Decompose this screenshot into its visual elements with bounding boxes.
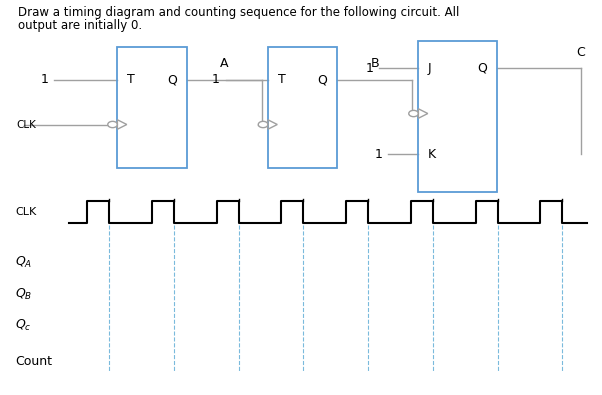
Text: Q: Q: [167, 73, 177, 87]
Text: Q: Q: [318, 73, 327, 87]
Text: $Q_B$: $Q_B$: [15, 287, 33, 302]
Text: Q: Q: [477, 62, 487, 75]
Circle shape: [409, 110, 418, 117]
Bar: [268, 47, 337, 168]
Text: $Q_c$: $Q_c$: [15, 318, 31, 333]
Text: Count: Count: [15, 355, 52, 368]
Bar: [117, 47, 187, 168]
Bar: [418, 41, 497, 192]
Text: C: C: [577, 45, 585, 58]
Circle shape: [108, 121, 117, 128]
Text: $Q_A$: $Q_A$: [15, 255, 33, 270]
Text: 1: 1: [212, 73, 220, 87]
Text: Draw a timing diagram and counting sequence for the following circuit. All: Draw a timing diagram and counting seque…: [18, 6, 459, 19]
Text: T: T: [127, 73, 135, 87]
Text: B: B: [370, 57, 379, 70]
Circle shape: [258, 121, 268, 128]
Text: 1: 1: [374, 148, 382, 160]
Text: K: K: [428, 148, 436, 160]
Text: 1: 1: [40, 73, 48, 87]
Text: A: A: [220, 57, 229, 70]
Text: CLK: CLK: [17, 120, 37, 130]
Text: T: T: [278, 73, 285, 87]
Text: CLK: CLK: [15, 207, 36, 217]
Text: 1: 1: [365, 62, 373, 75]
Text: J: J: [428, 62, 432, 75]
Text: output are initially 0.: output are initially 0.: [18, 19, 142, 32]
